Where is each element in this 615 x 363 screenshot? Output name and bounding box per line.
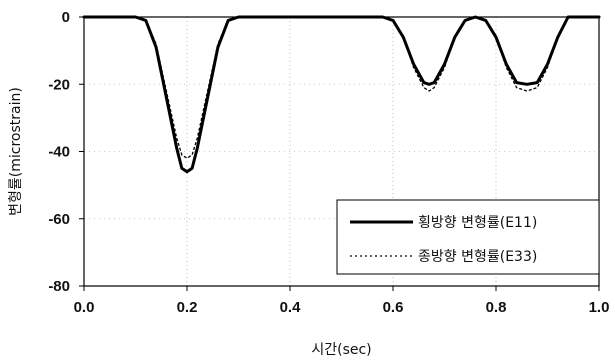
x-axis-title: 시간(sec) — [311, 342, 371, 358]
y-tick-label: -40 — [48, 144, 70, 161]
series-line-1 — [83, 16, 600, 159]
y-tick-label: -60 — [48, 211, 70, 228]
x-tick-label: 1.0 — [589, 299, 610, 316]
legend-box — [336, 199, 600, 275]
series-lines — [82, 15, 601, 174]
y-axis-title: 변형률(microstrain) — [8, 87, 24, 216]
x-tick-label: 0.0 — [74, 299, 95, 316]
legend: 횡방향 변형률(E11) 종방향 변형률(E33) — [336, 199, 600, 275]
x-tick-label: 0.6 — [383, 299, 404, 316]
x-tick-label: 0.4 — [280, 299, 302, 316]
series-line-0 — [82, 15, 601, 174]
y-tick-label: -80 — [48, 278, 70, 295]
legend-label-e11: 횡방향 변형률(E11) — [418, 215, 537, 231]
x-tick-label: 0.8 — [486, 299, 507, 316]
y-tick-label: -20 — [48, 76, 70, 93]
x-tick-label: 0.2 — [177, 299, 198, 316]
y-tick-label: 0 — [62, 9, 70, 26]
axis-ticks: 0.0 0.2 0.4 0.6 0.8 1.0 0 -20 -40 -60 -80 — [48, 9, 609, 316]
legend-label-e33: 종방향 변형률(E33) — [418, 249, 537, 265]
